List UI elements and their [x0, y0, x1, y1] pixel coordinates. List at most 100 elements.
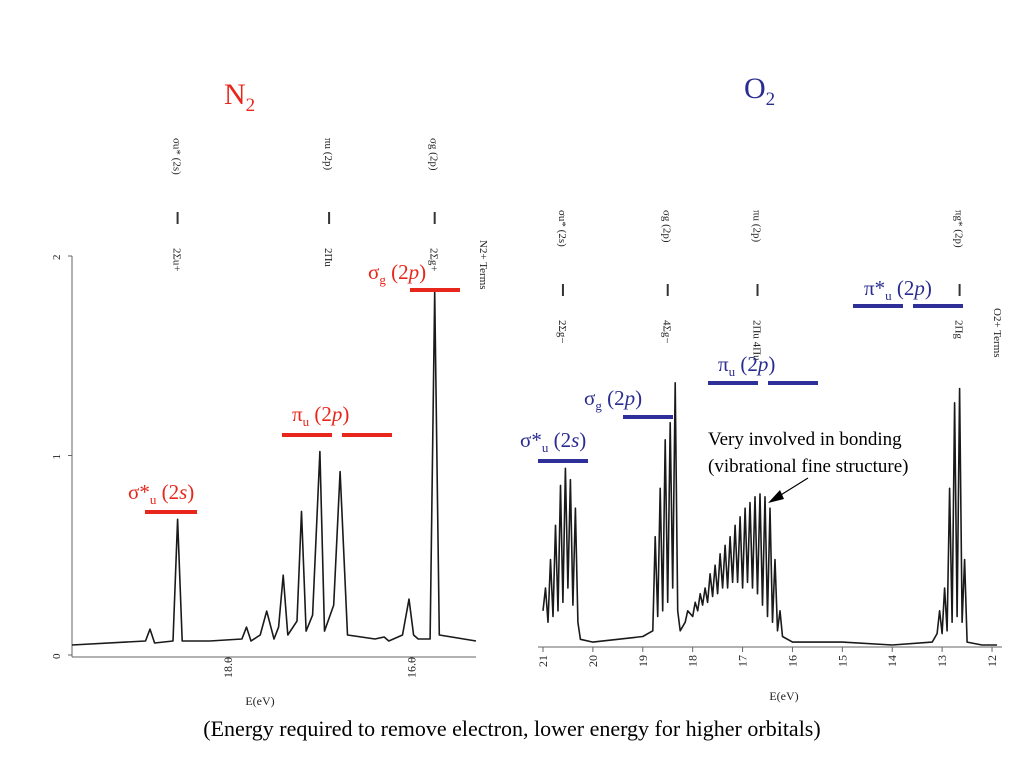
o2-title-main: O: [744, 72, 766, 105]
n2-terms-header: N2+ Terms: [477, 240, 489, 290]
n2-spectrum-line: [71, 291, 477, 646]
sym: σ*: [520, 428, 542, 452]
sym: σ: [584, 386, 596, 410]
o2-orbital-assignment: πu (2p): [751, 210, 763, 242]
o2-x-tick-label: 20: [586, 655, 600, 667]
close: ): [419, 260, 427, 284]
o2-level-bar-sigma-g: [623, 415, 673, 419]
num: 2: [560, 428, 572, 452]
n2-title-sub: 2: [245, 95, 256, 116]
n2-term-symbol: 2Πu: [322, 248, 334, 267]
num: 2: [321, 402, 332, 426]
o2-label-pi-u-2p: πu (2p): [718, 352, 776, 380]
n2-title-main: N: [224, 78, 246, 111]
o2-term-symbol: 2Σg−: [556, 320, 568, 344]
annotation-line-1: Very involved in bonding: [708, 429, 902, 450]
annotation-line-2: (vibrational fine structure): [708, 456, 909, 477]
n2-label-sigma-star-u-2s: σ*u (2s): [128, 480, 195, 508]
sub: u: [541, 440, 549, 456]
close: ): [579, 428, 587, 452]
orb: s: [571, 428, 580, 452]
sub: g: [595, 398, 602, 414]
n2-label-sigma-g-2p: σg (2p): [368, 260, 427, 288]
orb: p: [624, 386, 636, 410]
o2-x-tick-label: 15: [835, 655, 849, 667]
n2-x-tick-label: 16.0: [405, 657, 419, 678]
o2-x-axis-label: E(eV): [769, 689, 798, 703]
o2-orbital-assignment: σu* (2s): [556, 210, 568, 247]
o2-label-pi-star-u-2p: π*u (2p): [864, 276, 932, 304]
n2-term-symbol: 2Σg+: [428, 248, 440, 272]
o2-label-sigma-star-u-2s: σ*u (2s): [520, 428, 587, 456]
num: 2: [614, 386, 625, 410]
orb: p: [914, 276, 925, 300]
o2-level-bar-sigma-star-u: [538, 459, 588, 463]
sub: u: [728, 364, 736, 380]
close: ): [342, 402, 350, 426]
sym: σ*: [128, 480, 150, 504]
o2-x-tick-label: 12: [985, 655, 999, 667]
o2-x-tick-label: 14: [885, 655, 899, 667]
o2-x-tick-label: 13: [935, 655, 949, 667]
n2-y-tick-label: 1: [51, 454, 63, 460]
o2-level-bar-pi-u-right: [768, 381, 818, 385]
o2-chart-title: O2: [744, 72, 775, 111]
o2-level-bar-pi-star-right: [913, 304, 963, 308]
o2-level-bar-pi-u-left: [708, 381, 758, 385]
sym: π: [292, 402, 303, 426]
n2-orbital-assignment: σg (2p): [428, 138, 440, 171]
slide-caption: (Energy required to remove electron, low…: [203, 716, 821, 741]
orb: p: [757, 352, 769, 376]
o2-term-symbol: 2Πg: [953, 320, 965, 339]
sub: g: [379, 272, 386, 288]
orb: s: [179, 480, 188, 504]
orb: p: [408, 260, 420, 284]
o2-label-sigma-g-2p: σg (2p): [584, 386, 643, 414]
n2-level-bar-sigma-star-u: [145, 510, 197, 514]
n2-chart-title: N2: [224, 78, 255, 117]
close: ): [768, 352, 776, 376]
n2-orbital-assignment: πu (2p): [322, 138, 334, 170]
o2-x-tick-label: 16: [785, 655, 799, 667]
o2-title-sub: 2: [765, 89, 776, 110]
n2-label-pi-u-2p: πu (2p): [292, 402, 350, 430]
n2-level-bar-pi-u-right: [342, 433, 392, 437]
bonding-annotation: Very involved in bonding (vibrational fi…: [708, 426, 908, 480]
orb: p: [331, 402, 343, 426]
o2-x-tick-label: 17: [736, 655, 750, 667]
o2-orbital-assignment: πg* (2p): [953, 210, 965, 248]
o2-spectrum-line: [542, 381, 997, 646]
num: 2: [398, 260, 409, 284]
n2-x-tick-label: 18.0: [221, 657, 235, 678]
num: 2: [903, 276, 915, 300]
o2-term-symbol: 4Σg−: [661, 320, 673, 344]
sym: π: [718, 352, 729, 376]
n2-level-bar-sigma-g: [410, 288, 460, 292]
o2-orbital-assignment: σg (2p): [661, 210, 673, 243]
sub: u: [149, 492, 157, 508]
sym: π*: [864, 276, 886, 300]
n2-y-tick-label: 2: [51, 255, 63, 261]
n2-level-bar-pi-u-left: [282, 433, 332, 437]
close: ): [924, 276, 932, 300]
o2-x-tick-label: 19: [636, 655, 650, 667]
o2-level-bar-pi-star-left: [853, 304, 903, 308]
num: 2: [747, 352, 758, 376]
num: 2: [168, 480, 180, 504]
sub: u: [885, 288, 892, 304]
o2-x-tick-label: 18: [686, 655, 700, 667]
n2-x-axis-label: E(eV): [245, 694, 274, 708]
close: ): [635, 386, 643, 410]
close: ): [187, 480, 195, 504]
sym: σ: [368, 260, 380, 284]
sub: u: [302, 414, 310, 430]
o2-term-symbol: 2Πu 4Πu: [751, 320, 763, 361]
n2-orbital-assignment: σu* (2s): [171, 138, 183, 175]
n2-y-tick-label: 0: [51, 653, 63, 659]
o2-terms-header: O2+ Terms: [991, 308, 1003, 358]
n2-term-symbol: 2Σu+: [171, 248, 183, 272]
annotation-arrow-head: [768, 490, 784, 503]
o2-x-tick-label: 21: [536, 655, 550, 667]
